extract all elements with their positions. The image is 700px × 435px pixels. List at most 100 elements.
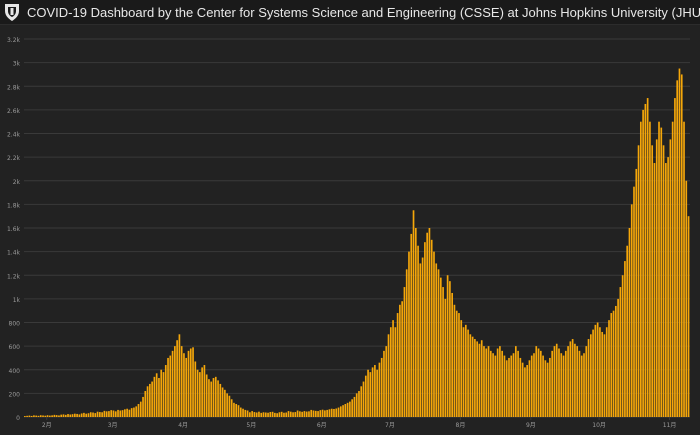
bar[interactable] (478, 343, 481, 417)
bar[interactable] (551, 350, 554, 417)
bar[interactable] (642, 109, 644, 418)
bar[interactable] (576, 346, 579, 418)
bar[interactable] (505, 360, 508, 417)
bar[interactable] (564, 350, 567, 417)
bar[interactable] (539, 350, 542, 417)
bar[interactable] (276, 413, 278, 417)
bar[interactable] (535, 346, 538, 418)
bar[interactable] (355, 393, 358, 418)
bar[interactable] (333, 408, 335, 417)
bar[interactable] (533, 353, 535, 417)
bar[interactable] (594, 324, 597, 417)
bar[interactable] (680, 74, 683, 417)
bar[interactable] (249, 412, 251, 417)
bar[interactable] (610, 313, 613, 417)
bar[interactable] (619, 287, 622, 417)
bar[interactable] (58, 415, 60, 417)
bar[interactable] (267, 412, 269, 417)
bar[interactable] (76, 413, 78, 417)
bar[interactable] (80, 413, 83, 417)
bar[interactable] (205, 374, 208, 417)
bar[interactable] (571, 339, 574, 417)
bar[interactable] (33, 415, 35, 417)
bar[interactable] (492, 353, 494, 417)
bar[interactable] (408, 251, 410, 418)
bar[interactable] (360, 386, 363, 417)
bar[interactable] (485, 348, 488, 417)
bar[interactable] (103, 410, 106, 417)
bar[interactable] (289, 411, 292, 417)
bar[interactable] (626, 245, 629, 417)
bar[interactable] (260, 412, 263, 417)
bar[interactable] (146, 386, 149, 417)
bar[interactable] (439, 277, 442, 417)
bar[interactable] (553, 346, 556, 418)
bar[interactable] (49, 415, 51, 417)
bar[interactable] (119, 410, 122, 418)
bar[interactable] (587, 339, 590, 417)
bar[interactable] (364, 375, 367, 417)
bar[interactable] (394, 327, 397, 417)
bar[interactable] (114, 411, 117, 417)
bar[interactable] (28, 415, 31, 417)
bar[interactable] (171, 350, 174, 417)
bar[interactable] (305, 411, 308, 417)
bar[interactable] (455, 310, 458, 417)
bar[interactable] (633, 186, 635, 417)
bar[interactable] (460, 320, 463, 417)
bar[interactable] (658, 121, 660, 417)
bar[interactable] (374, 365, 376, 417)
bar[interactable] (476, 341, 478, 417)
bar[interactable] (214, 376, 217, 417)
bar[interactable] (178, 334, 181, 417)
bar[interactable] (51, 415, 53, 417)
bar[interactable] (55, 415, 58, 417)
bar[interactable] (317, 411, 319, 417)
bar[interactable] (549, 357, 551, 417)
bar[interactable] (142, 396, 144, 417)
bar[interactable] (60, 414, 63, 417)
bar[interactable] (437, 269, 440, 417)
bar[interactable] (87, 413, 90, 417)
bar[interactable] (671, 121, 674, 417)
bar[interactable] (312, 410, 315, 418)
bar[interactable] (501, 350, 504, 417)
bar[interactable] (589, 334, 592, 417)
bar[interactable] (67, 414, 69, 417)
bar[interactable] (514, 346, 517, 418)
bar[interactable] (421, 257, 424, 417)
bar[interactable] (255, 412, 258, 417)
bar[interactable] (121, 410, 124, 417)
bar[interactable] (555, 343, 558, 417)
bar[interactable] (560, 353, 563, 417)
bar[interactable] (133, 407, 135, 417)
bar[interactable] (676, 80, 679, 417)
bar[interactable] (603, 334, 606, 417)
bar[interactable] (274, 412, 276, 417)
bar[interactable] (160, 369, 163, 417)
bar[interactable] (669, 139, 672, 417)
bar[interactable] (228, 395, 231, 417)
bar[interactable] (614, 305, 617, 417)
bar[interactable] (646, 98, 649, 417)
bar[interactable] (237, 405, 240, 417)
bar[interactable] (224, 389, 226, 417)
bar[interactable] (344, 404, 347, 417)
bar[interactable] (339, 406, 342, 417)
bar[interactable] (278, 412, 281, 417)
bar[interactable] (542, 355, 544, 417)
bar[interactable] (639, 121, 642, 417)
bar[interactable] (162, 372, 165, 417)
bar[interactable] (337, 407, 340, 417)
bar[interactable] (683, 121, 685, 417)
bar[interactable] (94, 413, 97, 417)
bar[interactable] (528, 360, 531, 417)
bar[interactable] (71, 414, 74, 417)
bar[interactable] (251, 411, 253, 417)
bar[interactable] (458, 313, 460, 417)
bar[interactable] (324, 410, 326, 417)
bar[interactable] (512, 353, 515, 417)
bar[interactable] (217, 380, 219, 417)
bar[interactable] (510, 355, 513, 417)
bar[interactable] (189, 348, 192, 417)
